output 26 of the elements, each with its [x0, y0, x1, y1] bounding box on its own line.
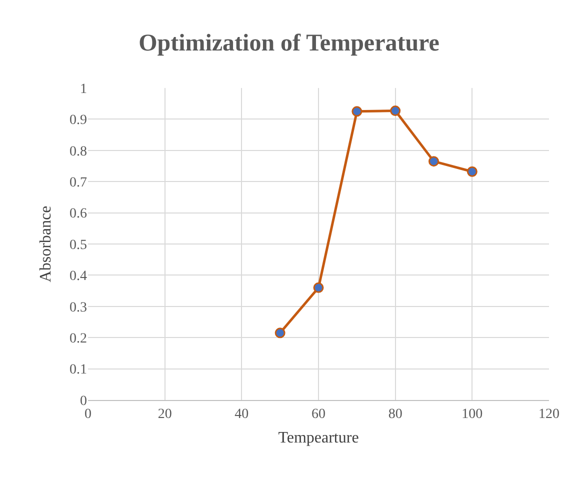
x-tick-label: 60 — [312, 406, 326, 422]
y-tick-label: 0.6 — [70, 206, 87, 222]
y-tick-label: 0.1 — [70, 362, 87, 378]
y-axis-title: Absorbance — [37, 206, 54, 282]
y-tick-label: 0.2 — [70, 332, 87, 346]
point — [428, 156, 439, 167]
y-tick-label: 0 — [80, 394, 87, 409]
x-tick-label: 40 — [234, 406, 249, 422]
y-tick-label: 0.3 — [70, 300, 87, 316]
y-tick-label: 0.9 — [70, 113, 87, 128]
point — [274, 328, 286, 338]
point — [313, 282, 324, 293]
y-tick-label: 0.4 — [70, 269, 87, 284]
point — [466, 166, 478, 177]
x-axis-title: Tempearture — [278, 430, 359, 446]
chart-title: Optimization of Temperature — [138, 30, 440, 57]
y-tick-label: 0.7 — [70, 176, 87, 190]
y-tick-label: 0.5 — [70, 238, 87, 253]
point — [352, 106, 362, 117]
x-tick-label: 120 — [538, 406, 560, 422]
y-tick-label: 0.8 — [70, 144, 87, 160]
y-tick-label: 1 — [80, 82, 87, 97]
x-tick-label: 80 — [388, 406, 402, 422]
x-tick-label: 100 — [462, 406, 483, 422]
x-tick-label: 20 — [158, 406, 172, 422]
point — [390, 106, 401, 116]
